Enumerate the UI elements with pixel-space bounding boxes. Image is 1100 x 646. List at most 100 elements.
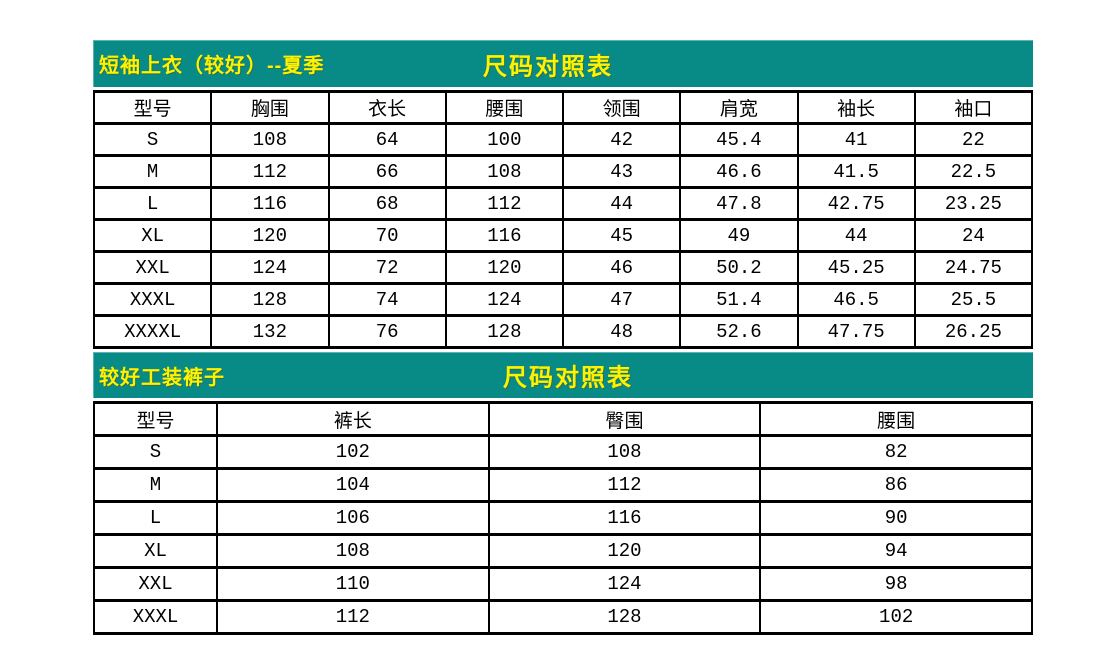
measurement-cell: 45.4 [679, 122, 799, 157]
size-label-cell: S [93, 434, 218, 470]
measurement-cell: 46 [561, 250, 682, 285]
column-header: 肩宽 [679, 90, 799, 125]
table-row: XL 120 70 116 45 49 44 24 [92, 218, 1034, 253]
table-row: XXL 110 124 98 [93, 566, 1033, 602]
measurement-cell: 98 [759, 566, 1033, 602]
size-label-cell: S [92, 122, 213, 157]
size-label-cell: XXXL [93, 599, 218, 635]
measurement-cell: 110 [216, 566, 490, 602]
measurement-cell: 116 [444, 218, 565, 253]
measurement-cell: 22 [913, 122, 1034, 157]
table-row: S 108 64 100 42 45.4 41 22 [92, 122, 1034, 157]
measurement-cell: 41.5 [796, 154, 916, 189]
size-label-cell: XL [93, 533, 218, 569]
measurement-cell: 26.25 [913, 314, 1034, 349]
pants-size-chart-section: 较好工装裤子 尺码对照表 型号 裤长 臀围 腰围 S 102 108 82 M 104 112 86… [93, 352, 1033, 635]
measurement-cell: 47.8 [679, 186, 799, 221]
measurement-cell: 106 [216, 500, 490, 536]
size-label-cell: L [92, 186, 213, 221]
size-label-cell: M [92, 154, 213, 189]
measurement-cell: 42 [561, 122, 682, 157]
column-header: 型号 [92, 90, 213, 125]
measurement-cell: 128 [444, 314, 565, 349]
header-row: 型号 裤长 臀围 腰围 [93, 401, 1033, 437]
measurement-cell: 132 [210, 314, 330, 349]
measurement-cell: 23.25 [913, 186, 1034, 221]
size-label-cell: XL [92, 218, 213, 253]
column-header: 领围 [561, 90, 682, 125]
header-row: 型号 胸围 衣长 腰围 领围 肩宽 袖长 袖口 [92, 90, 1034, 125]
pants-chart-title-bar: 较好工装裤子 尺码对照表 [93, 352, 1033, 398]
table-row: XXXL 128 74 124 47 51.4 46.5 25.5 [92, 282, 1034, 317]
measurement-cell: 102 [216, 434, 490, 470]
measurement-cell: 124 [444, 282, 565, 317]
table-row: L 106 116 90 [93, 500, 1033, 536]
measurement-cell: 90 [759, 500, 1033, 536]
column-header: 胸围 [210, 90, 330, 125]
measurement-cell: 68 [327, 186, 447, 221]
size-label-cell: M [93, 467, 218, 503]
size-label-cell: XXXL [92, 282, 213, 317]
size-label-cell: XXL [93, 566, 218, 602]
pants-size-table-body: S 102 108 82 M 104 112 86 L 106 116 90 XL 108 120 94 XXL… [93, 434, 1033, 635]
measurement-cell: 44 [796, 218, 916, 253]
shirt-size-table: 型号 胸围 衣长 腰围 领围 肩宽 袖长 袖口 S 108 64 100 42 45.4 41 22 M 112… [92, 90, 1034, 349]
measurement-cell: 108 [216, 533, 490, 569]
column-header: 腰围 [759, 401, 1033, 437]
measurement-cell: 66 [327, 154, 447, 189]
measurement-cell: 116 [210, 186, 330, 221]
size-label-cell: L [93, 500, 218, 536]
table-row: XXXXL 132 76 128 48 52.6 47.75 26.25 [92, 314, 1034, 349]
column-header: 衣长 [327, 90, 447, 125]
table-row: M 104 112 86 [93, 467, 1033, 503]
size-comparison-table-label: 尺码对照表 [483, 53, 613, 80]
column-header: 袖口 [913, 90, 1034, 125]
pants-chart-title: 较好工装裤子 [99, 366, 225, 389]
shirt-size-table-head: 型号 胸围 衣长 腰围 领围 肩宽 袖长 袖口 [92, 90, 1034, 125]
measurement-cell: 128 [487, 599, 762, 635]
pants-size-table: 型号 裤长 臀围 腰围 S 102 108 82 M 104 112 86 L 106 116 90 XL 10… [93, 401, 1033, 635]
measurement-cell: 124 [210, 250, 330, 285]
measurement-cell: 94 [759, 533, 1033, 569]
measurement-cell: 45.25 [796, 250, 916, 285]
column-header: 裤长 [216, 401, 490, 437]
table-row: S 102 108 82 [93, 434, 1033, 470]
measurement-cell: 48 [561, 314, 682, 349]
measurement-cell: 82 [759, 434, 1033, 470]
measurement-cell: 108 [210, 122, 330, 157]
shirt-size-chart-section: 短袖上衣（较好）--夏季 尺码对照表 型号 胸围 衣长 腰围 领围 肩宽 袖长 袖口 S 108… [92, 40, 1034, 349]
pants-size-table-head: 型号 裤长 臀围 腰围 [93, 401, 1033, 437]
measurement-cell: 120 [210, 218, 330, 253]
measurement-cell: 120 [487, 533, 762, 569]
measurement-cell: 47.75 [796, 314, 916, 349]
measurement-cell: 74 [327, 282, 447, 317]
measurement-cell: 108 [444, 154, 565, 189]
measurement-cell: 47 [561, 282, 682, 317]
measurement-cell: 41 [796, 122, 916, 157]
measurement-cell: 124 [487, 566, 762, 602]
measurement-cell: 43 [561, 154, 682, 189]
column-header: 腰围 [444, 90, 565, 125]
measurement-cell: 25.5 [913, 282, 1034, 317]
measurement-cell: 24.75 [913, 250, 1034, 285]
column-header: 型号 [93, 401, 218, 437]
measurement-cell: 100 [444, 122, 565, 157]
measurement-cell: 108 [487, 434, 762, 470]
measurement-cell: 46.6 [679, 154, 799, 189]
measurement-cell: 86 [759, 467, 1033, 503]
column-header: 袖长 [796, 90, 916, 125]
shirt-size-table-body: S 108 64 100 42 45.4 41 22 M 112 66 108 43 46.6 41.5 22… [92, 122, 1034, 349]
measurement-cell: 112 [210, 154, 330, 189]
table-row: L 116 68 112 44 47.8 42.75 23.25 [92, 186, 1034, 221]
measurement-cell: 116 [487, 500, 762, 536]
size-comparison-table-label: 尺码对照表 [503, 364, 633, 392]
measurement-cell: 42.75 [796, 186, 916, 221]
table-row: XXXL 112 128 102 [93, 599, 1033, 635]
measurement-cell: 49 [679, 218, 799, 253]
measurement-cell: 52.6 [679, 314, 799, 349]
table-row: M 112 66 108 43 46.6 41.5 22.5 [92, 154, 1034, 189]
measurement-cell: 50.2 [679, 250, 799, 285]
measurement-cell: 64 [327, 122, 447, 157]
size-label-cell: XXXXL [92, 314, 213, 349]
measurement-cell: 112 [216, 599, 490, 635]
